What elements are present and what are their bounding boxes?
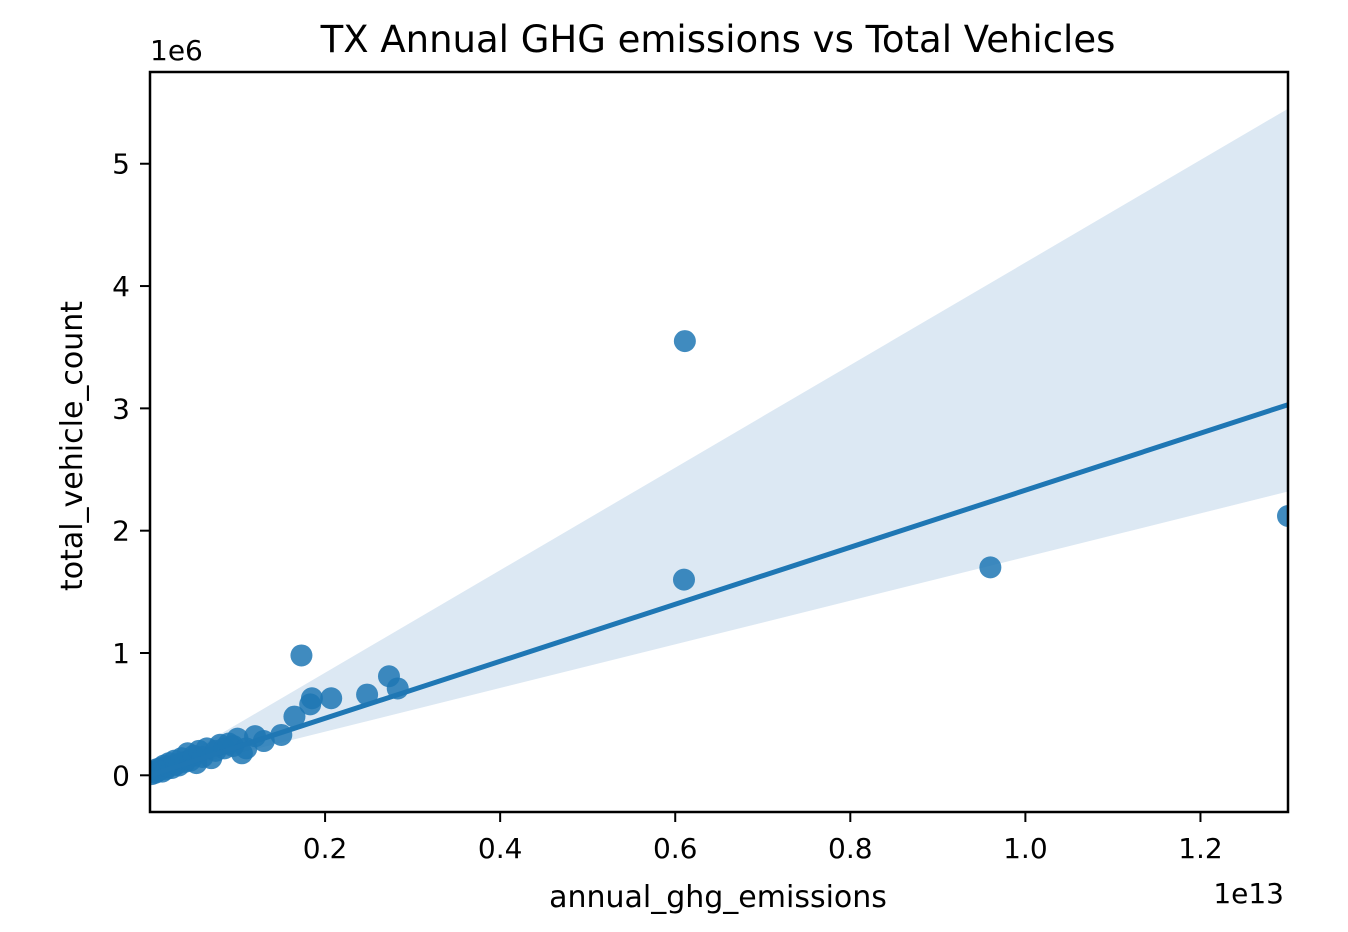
y-tick-label: 1 <box>112 637 130 670</box>
data-point <box>320 687 343 710</box>
x-tick-label: 0.2 <box>303 832 348 865</box>
data-point <box>672 568 695 591</box>
regression-line <box>150 402 1288 778</box>
x-tick-label: 0.4 <box>478 832 523 865</box>
data-point <box>356 683 379 706</box>
x-axis: 0.2 0.4 0.6 0.8 1.0 1.2 <box>303 812 1223 865</box>
x-offset-text: 1e13 <box>1213 877 1284 910</box>
x-tick-label: 0.8 <box>828 832 873 865</box>
y-offset-text: 1e6 <box>150 34 203 67</box>
chart-title: TX Annual GHG emissions vs Total Vehicle… <box>320 18 1116 61</box>
y-tick-label: 5 <box>112 148 130 181</box>
y-tick-label: 0 <box>112 759 130 792</box>
plot-area <box>150 108 1288 786</box>
x-tick-label: 0.6 <box>653 832 698 865</box>
x-axis-label: annual_ghg_emissions <box>549 880 887 915</box>
data-point <box>673 330 696 353</box>
y-tick-label: 2 <box>112 515 130 548</box>
data-point <box>1277 505 1288 527</box>
data-point <box>300 687 323 710</box>
y-axis-label: total_vehicle_count <box>55 301 90 591</box>
x-tick-label: 1.2 <box>1178 832 1223 865</box>
y-axis: 0 1 2 3 4 5 <box>112 148 150 792</box>
data-point <box>979 556 1002 579</box>
confidence-band <box>150 108 1288 776</box>
y-tick-label: 4 <box>112 270 130 303</box>
data-point <box>290 644 313 667</box>
y-tick-label: 3 <box>112 392 130 425</box>
x-tick-label: 1.0 <box>1003 832 1048 865</box>
plot-frame <box>148 70 1290 814</box>
data-point <box>283 705 306 728</box>
